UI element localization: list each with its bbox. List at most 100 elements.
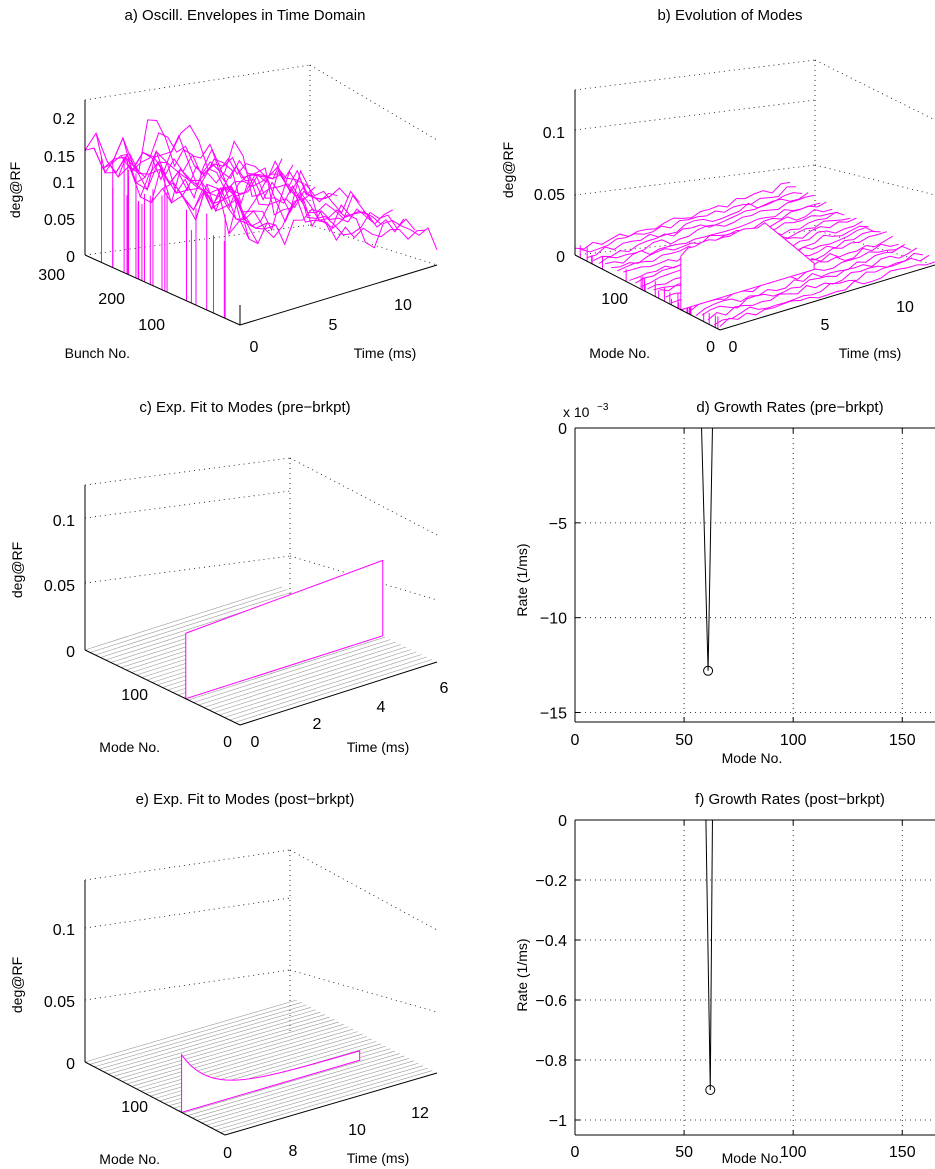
x-tick: 8 <box>289 1143 298 1160</box>
y-tick: −0.2 <box>535 873 567 890</box>
rate-marker <box>703 665 714 676</box>
panel-d-title: d) Growth Rates (pre−brkpt) <box>696 399 883 416</box>
floor-line <box>229 656 427 721</box>
floor-line <box>90 589 288 653</box>
x-tick: 150 <box>889 1144 916 1161</box>
floor-line <box>98 1007 312 1070</box>
panel-e-ylabel: Mode No. <box>99 1151 160 1167</box>
x-tick: 10 <box>348 1122 366 1139</box>
y-tick: 0 <box>223 1145 232 1162</box>
panel-c-xlabel: Time (ms) <box>347 739 409 755</box>
envelope-line <box>106 134 305 186</box>
panel-d-exponent-label: x 10 <box>563 404 590 420</box>
x-tick: 10 <box>394 297 412 314</box>
mode-line <box>719 261 935 327</box>
y-tick: −1 <box>549 1113 567 1130</box>
panel-c-zlabel: deg@RF <box>9 542 25 598</box>
fit-decay-curve <box>181 1050 361 1114</box>
envelope-line <box>217 170 416 236</box>
floor-line <box>188 636 386 701</box>
y-tick: 100 <box>121 1099 148 1116</box>
panel-f-x-ticks: 0 50 100 150 <box>571 1144 916 1161</box>
panel-d-y-ticks: 0 −5 −10 −15 <box>540 421 567 723</box>
mode-line <box>586 192 803 259</box>
floor-line <box>201 1060 414 1124</box>
panel-a-ylabel: Bunch No. <box>65 345 130 361</box>
x-tick: 150 <box>889 732 916 749</box>
panel-e-z-ticks: 0 0.05 0.1 <box>44 922 75 1073</box>
y-tick: 0 <box>223 734 232 751</box>
floor-line <box>84 999 298 1063</box>
rate-marker <box>705 1085 716 1095</box>
panel-a-xlabel: Time (ms) <box>354 345 416 361</box>
x-tick: 0 <box>251 734 260 751</box>
floor-line <box>192 1055 405 1119</box>
fit-curtain <box>185 559 384 700</box>
panel-f-title: f) Growth Rates (post−brkpt) <box>695 791 885 808</box>
envelope-line <box>228 169 426 242</box>
floor-line <box>198 641 396 706</box>
x-tick: 100 <box>780 732 807 749</box>
envelope-line <box>239 208 438 250</box>
x-tick: 2 <box>313 716 322 733</box>
y-tick: 200 <box>98 291 125 308</box>
floor-line <box>117 1016 330 1080</box>
panel-a-zlabel: deg@RF <box>7 162 23 218</box>
x-tick: 0 <box>571 1144 580 1161</box>
panel-e-zlabel: deg@RF <box>9 957 25 1013</box>
panel-c-ylabel: Mode No. <box>99 739 160 755</box>
panel-c-y-ticks: 0 100 <box>121 687 232 751</box>
panel-a-y-ticks: 100 200 300 <box>38 267 165 334</box>
panel-c-exp-fit-pre: c) Exp. Fit to Modes (pre−brkpt) 0 0.05 … <box>9 399 449 755</box>
floor-line <box>108 1011 321 1075</box>
mode-line <box>592 192 809 262</box>
floor-line <box>126 1021 340 1085</box>
panel-d-growth-rates-pre: d) Growth Rates (pre−brkpt) x 10 −3 0 −5… <box>514 399 935 766</box>
floor-line <box>215 1067 428 1131</box>
floor-line <box>234 659 432 723</box>
panel-e-title: e) Exp. Fit to Modes (post−brkpt) <box>136 791 355 808</box>
floor-line <box>220 1070 433 1133</box>
z-tick: 0 <box>66 1056 75 1073</box>
x-tick: 50 <box>675 732 693 749</box>
envelope-line <box>150 158 349 209</box>
envelope-line <box>111 136 268 229</box>
y-tick: 0 <box>706 339 715 356</box>
z-tick: 0.2 <box>53 111 75 128</box>
rate-curve <box>701 427 713 671</box>
x-tick: 12 <box>411 1105 429 1122</box>
floor-line <box>196 1058 410 1121</box>
y-tick: −0.6 <box>535 993 567 1010</box>
panel-b-evolution-of-modes: b) Evolution of Modes 0 0.05 0.1 deg@RF … <box>500 7 935 361</box>
envelope-line <box>120 151 276 230</box>
panel-f-ylabel: Rate (1/ms) <box>514 938 530 1011</box>
panel-b-title: b) Evolution of Modes <box>657 7 802 24</box>
panel-f-xlabel: Mode No. <box>722 1150 783 1166</box>
y-tick: 100 <box>138 317 165 334</box>
z-tick: 0.05 <box>534 187 565 204</box>
x-tick: 0 <box>571 732 580 749</box>
x-tick: 5 <box>821 317 830 334</box>
panel-b-z-ticks: 0 0.05 0.1 <box>534 125 565 266</box>
panel-d-x-ticks: 0 50 100 150 <box>571 732 916 749</box>
envelope-line <box>184 167 382 225</box>
z-tick: 0 <box>556 249 565 266</box>
z-tick: 0.1 <box>543 125 565 142</box>
z-tick: 0.05 <box>44 212 75 229</box>
z-tick: 0.1 <box>53 513 75 530</box>
x-tick: 0 <box>729 339 738 356</box>
panel-b-zlabel: deg@RF <box>500 142 516 198</box>
panel-a-z-ticks: 0 0.05 0.1 0.15 0.2 <box>44 111 75 266</box>
y-tick: −0.8 <box>535 1053 567 1070</box>
panel-c-z-ticks: 0 0.05 0.1 <box>44 513 75 661</box>
mode-line <box>689 244 906 312</box>
z-tick: 0 <box>66 249 75 266</box>
panel-b-y-ticks: 0 100 <box>601 291 715 356</box>
floor-line <box>208 646 407 711</box>
dominant-mode-profile <box>680 222 815 311</box>
y-tick: −10 <box>540 611 567 628</box>
floor-line <box>103 1009 316 1073</box>
panel-f-growth-rates-post: f) Growth Rates (post−brkpt) 0 −0.2 −0.4… <box>514 791 935 1166</box>
y-tick: 100 <box>601 291 628 308</box>
